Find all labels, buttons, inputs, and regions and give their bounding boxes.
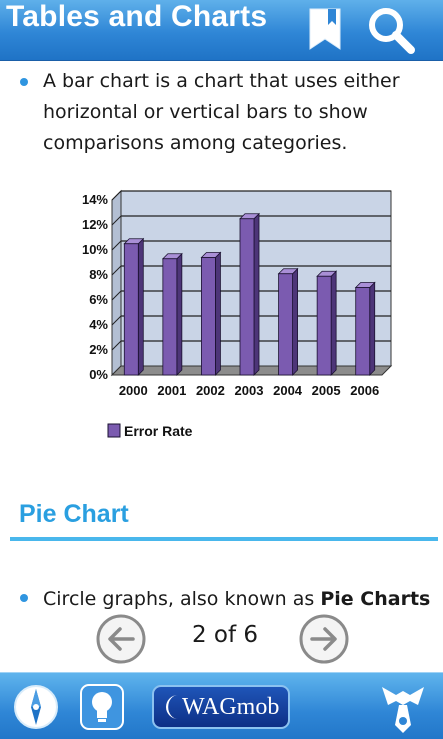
bar-side [215, 251, 221, 376]
y-tick-label: 4% [89, 317, 108, 332]
page-title: Tables and Charts [6, 0, 268, 33]
bottom-toolbar: WAGmob [0, 672, 443, 739]
x-tick-label: 2000 [119, 383, 148, 398]
search-icon[interactable] [366, 5, 418, 55]
right-arrow-icon[interactable] [298, 613, 350, 665]
bar-side [369, 281, 376, 376]
lightbulb-icon[interactable] [80, 684, 124, 730]
y-tick-label: 10% [82, 242, 108, 257]
intro-line: comparisons among categories. [43, 132, 348, 154]
pie-text-bold: Pie Charts [320, 588, 430, 610]
gridline-side [111, 265, 122, 276]
bar-chart-svg: 0% 2% 4% 6% 8% 10% 12% 14% 2000 2001 2002 2003 2004 2… [82, 189, 393, 439]
y-tick-label: 0% [89, 367, 108, 382]
y-tick-label: 2% [89, 342, 108, 357]
x-tick-label: 2001 [157, 383, 186, 398]
y-tick-label: 6% [89, 292, 108, 307]
x-tick-label: 2002 [196, 383, 225, 398]
bar-side [176, 252, 183, 376]
pie-text-before: Circle graphs, also known as [43, 588, 321, 610]
bullet-dot [20, 78, 28, 86]
bar [316, 275, 332, 376]
moon-icon [166, 695, 178, 719]
bar [201, 257, 216, 376]
bookmark-icon[interactable] [306, 5, 346, 53]
wagmob-button[interactable]: WAGmob [152, 685, 290, 729]
wagmob-label: WAGmob [182, 694, 280, 720]
intro-bullet: A bar chart is a chart that uses either … [20, 66, 430, 166]
left-arrow-icon[interactable] [95, 613, 147, 665]
bar-side [253, 212, 260, 376]
x-tick-label: 2004 [273, 383, 303, 398]
legend-swatch [107, 423, 121, 438]
page-indicator: 2 of 6 [191, 622, 259, 648]
pie-bullet-text: Circle graphs, also known as Pie Charts, [43, 584, 430, 614]
bullet-dot [20, 594, 28, 602]
section-heading: Pie Chart [19, 500, 129, 528]
y-tick-label: 14% [82, 192, 108, 207]
gridline-side [111, 190, 122, 201]
bar [123, 243, 139, 376]
bar-side [330, 270, 337, 376]
gridline-side [111, 215, 122, 226]
bar-chart: 0% 2% 4% 6% 8% 10% 12% 14% 2000 2001 2002 2003 2004 2… [72, 180, 402, 445]
gridline-side [111, 315, 122, 326]
intro-bullet-text: A bar chart is a chart that uses either … [43, 66, 400, 159]
bar [162, 258, 178, 376]
bar-side [137, 237, 144, 376]
x-tick-label: 2006 [350, 383, 379, 398]
x-tick-label: 2005 [312, 383, 341, 398]
x-tick-label: 2003 [235, 383, 264, 398]
y-tick-label: 12% [82, 217, 108, 232]
intro-line: horizontal or vertical bars to show [43, 101, 368, 123]
bar [355, 287, 371, 376]
pie-bullet: Circle graphs, also known as Pie Charts, [20, 582, 430, 614]
gridline-side [111, 290, 122, 301]
bar-side [292, 267, 298, 376]
bar [239, 218, 255, 376]
intro-line: A bar chart is a chart that uses either [43, 70, 400, 92]
gridline-side [111, 340, 122, 351]
tie-icon[interactable] [378, 681, 428, 735]
bar [278, 273, 293, 376]
gridline-side [111, 240, 122, 251]
compass-icon[interactable] [12, 683, 60, 731]
legend-label: Error Rate [124, 423, 193, 439]
section-divider [10, 537, 438, 541]
y-tick-label: 8% [89, 267, 108, 282]
plot-side-wall [111, 189, 122, 377]
header-bar: Tables and Charts [0, 0, 443, 61]
